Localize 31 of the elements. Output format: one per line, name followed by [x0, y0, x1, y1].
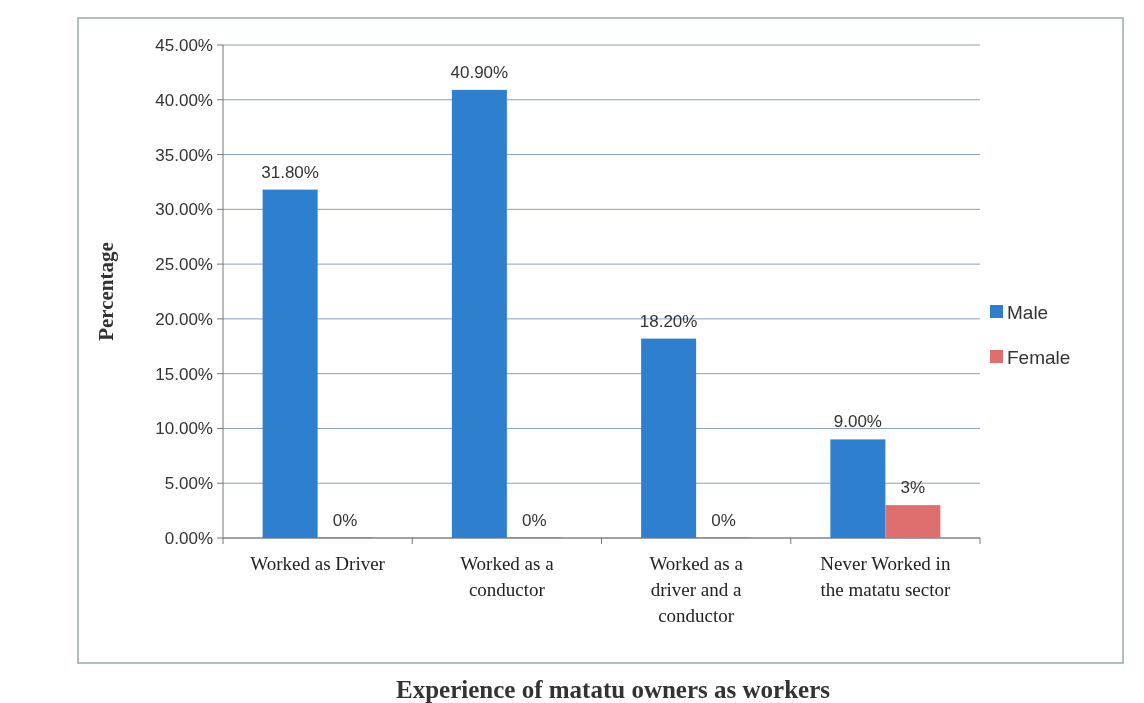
x-tick-label: Never Worked in the matatu sector	[820, 553, 951, 600]
y-tick-label: 35.00%	[155, 145, 213, 165]
data-label: 0%	[711, 511, 736, 530]
x-tick-label: Worked as Driver	[250, 553, 386, 574]
bar	[641, 338, 697, 538]
y-tick-label: 15.00%	[155, 364, 213, 384]
y-tick-label: 10.00%	[155, 419, 213, 439]
bar	[262, 189, 318, 538]
x-tick-label: Worked as a conductor	[460, 553, 555, 600]
data-label: 18.20%	[639, 311, 698, 331]
data-label: 0%	[332, 511, 358, 530]
y-tick-label: 20.00%	[155, 309, 213, 329]
bar	[830, 439, 886, 538]
y-axis-title: Percentage	[94, 242, 118, 341]
data-label: 40.90%	[450, 62, 509, 82]
y-tick-label: 45.00%	[155, 35, 213, 55]
data-label: 0%	[522, 511, 547, 530]
x-axis-title: Experience of matatu owners as workers	[396, 676, 831, 703]
data-label: 9.00%	[833, 412, 882, 432]
legend-label: Female	[1007, 346, 1071, 368]
data-label: 31.80%	[261, 162, 319, 182]
x-tick-label: Worked as a driver and a conductor	[649, 553, 744, 626]
y-tick-label: 30.00%	[155, 200, 213, 220]
legend-label: Male	[1007, 301, 1049, 323]
y-tick-label: 0.00%	[164, 528, 213, 548]
data-label: 3%	[900, 478, 926, 498]
y-tick-label: 40.00%	[155, 90, 213, 110]
y-tick-label: 25.00%	[155, 255, 213, 275]
y-tick-label: 5.00%	[164, 474, 213, 494]
bar	[885, 505, 941, 538]
bar	[451, 89, 507, 538]
